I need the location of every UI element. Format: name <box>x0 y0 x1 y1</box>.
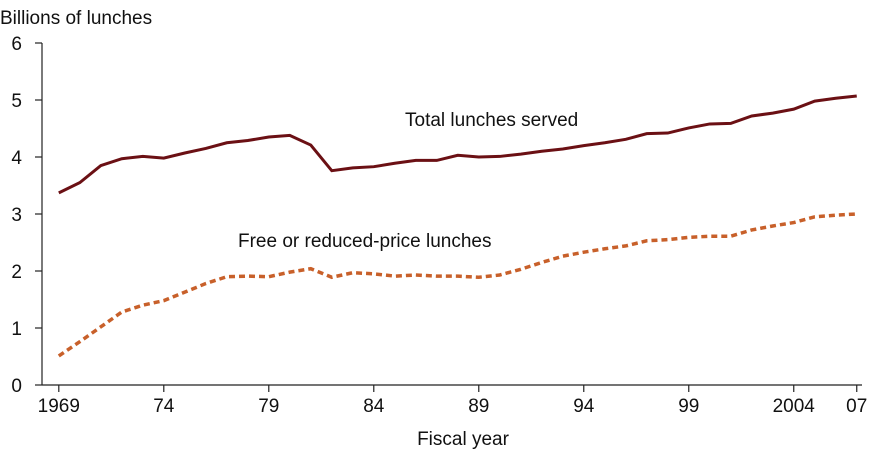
series-line <box>57 212 857 358</box>
x-tick-label: 89 <box>468 396 489 417</box>
x-tick-label: 79 <box>258 396 279 417</box>
y-tick-label: 2 <box>11 262 22 283</box>
y-tick-label: 1 <box>11 319 22 340</box>
y-tick-label: 0 <box>11 376 22 397</box>
x-tick-label: 2004 <box>773 396 816 417</box>
annotation: Free or reduced-price lunches <box>238 231 491 252</box>
x-tick-label: 74 <box>153 396 175 417</box>
x-axis-label: Fiscal year <box>417 429 510 450</box>
annotation: Total lunches served <box>405 110 578 131</box>
y-tick-label: 6 <box>11 34 22 55</box>
x-tick-label: 94 <box>573 396 595 417</box>
x-tick-label: 84 <box>363 396 385 417</box>
y-tick-label: 5 <box>11 91 22 112</box>
x-tick-label: 1969 <box>38 396 80 417</box>
series-line <box>58 94 857 195</box>
y-tick-label: 4 <box>11 148 22 169</box>
y-tick-label: 3 <box>11 205 22 226</box>
x-tick-label: 99 <box>678 396 699 417</box>
x-tick-label: 07 <box>846 396 867 417</box>
y-axis-label: Billions of lunches <box>0 8 152 29</box>
